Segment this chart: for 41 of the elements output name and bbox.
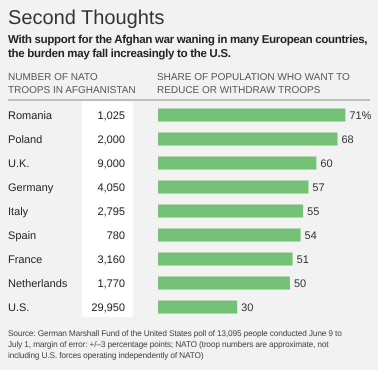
data-label: 1,770 <box>97 278 125 290</box>
bar <box>158 300 238 314</box>
data-label: 60 <box>320 158 333 170</box>
data-label: 4,050 <box>97 182 125 194</box>
data-label: 55 <box>307 206 320 218</box>
bar <box>158 132 338 146</box>
data-label: 29,950 <box>91 302 125 314</box>
data-label: 9,000 <box>97 158 125 170</box>
y-tick-label: France <box>8 254 42 266</box>
y-tick-label: Italy <box>8 206 29 218</box>
y-tick-label: U.S. <box>8 302 30 314</box>
bar <box>158 276 290 290</box>
data-label: 50 <box>294 278 306 290</box>
data-label: 51 <box>296 254 309 266</box>
y-tick-label: Germany <box>8 182 54 194</box>
data-label: 1,025 <box>97 110 125 122</box>
bar <box>158 108 346 122</box>
data-label: 68 <box>341 134 354 146</box>
data-label: 57 <box>312 182 325 194</box>
y-tick-label: Poland <box>8 134 42 146</box>
bar <box>158 228 300 242</box>
y-tick-label: Spain <box>8 230 36 242</box>
data-label: 2,000 <box>97 134 125 146</box>
y-tick-label: Netherlands <box>8 278 68 290</box>
y-tick-label: Romania <box>8 110 53 122</box>
source-note: Source: German Marshall Fund of the United States poll of 13,095 people conducted June 9 to July 1, margin of error: +/–3 percentage points; NATO (troop numbers are approximate, not including U.S. forces operating independently of NATO) <box>8 328 342 360</box>
data-label: 2,795 <box>97 206 125 218</box>
data-label: 3,160 <box>97 254 125 266</box>
x-axis-title: SHARE OF POPULATION WHO WANT TO REDUCE OR WITHDRAW TROOPS <box>157 72 350 96</box>
bar <box>158 180 308 194</box>
y-tick-label: U.K. <box>8 158 30 170</box>
bar <box>158 252 293 266</box>
data-label: 71% <box>349 110 372 122</box>
text: Second Thoughts <box>8 7 164 29</box>
bar <box>158 204 304 218</box>
data-label: 30 <box>241 302 254 314</box>
bar <box>158 156 316 170</box>
text: NUMBER OF NATO TROOPS IN AFGHANISTAN <box>8 72 136 96</box>
data-label: 780 <box>106 230 125 242</box>
data-label: 54 <box>304 230 317 242</box>
text: With support for the Afghan war waning in many European countries, the burden may fall increasingly to the U.S. <box>8 34 368 60</box>
